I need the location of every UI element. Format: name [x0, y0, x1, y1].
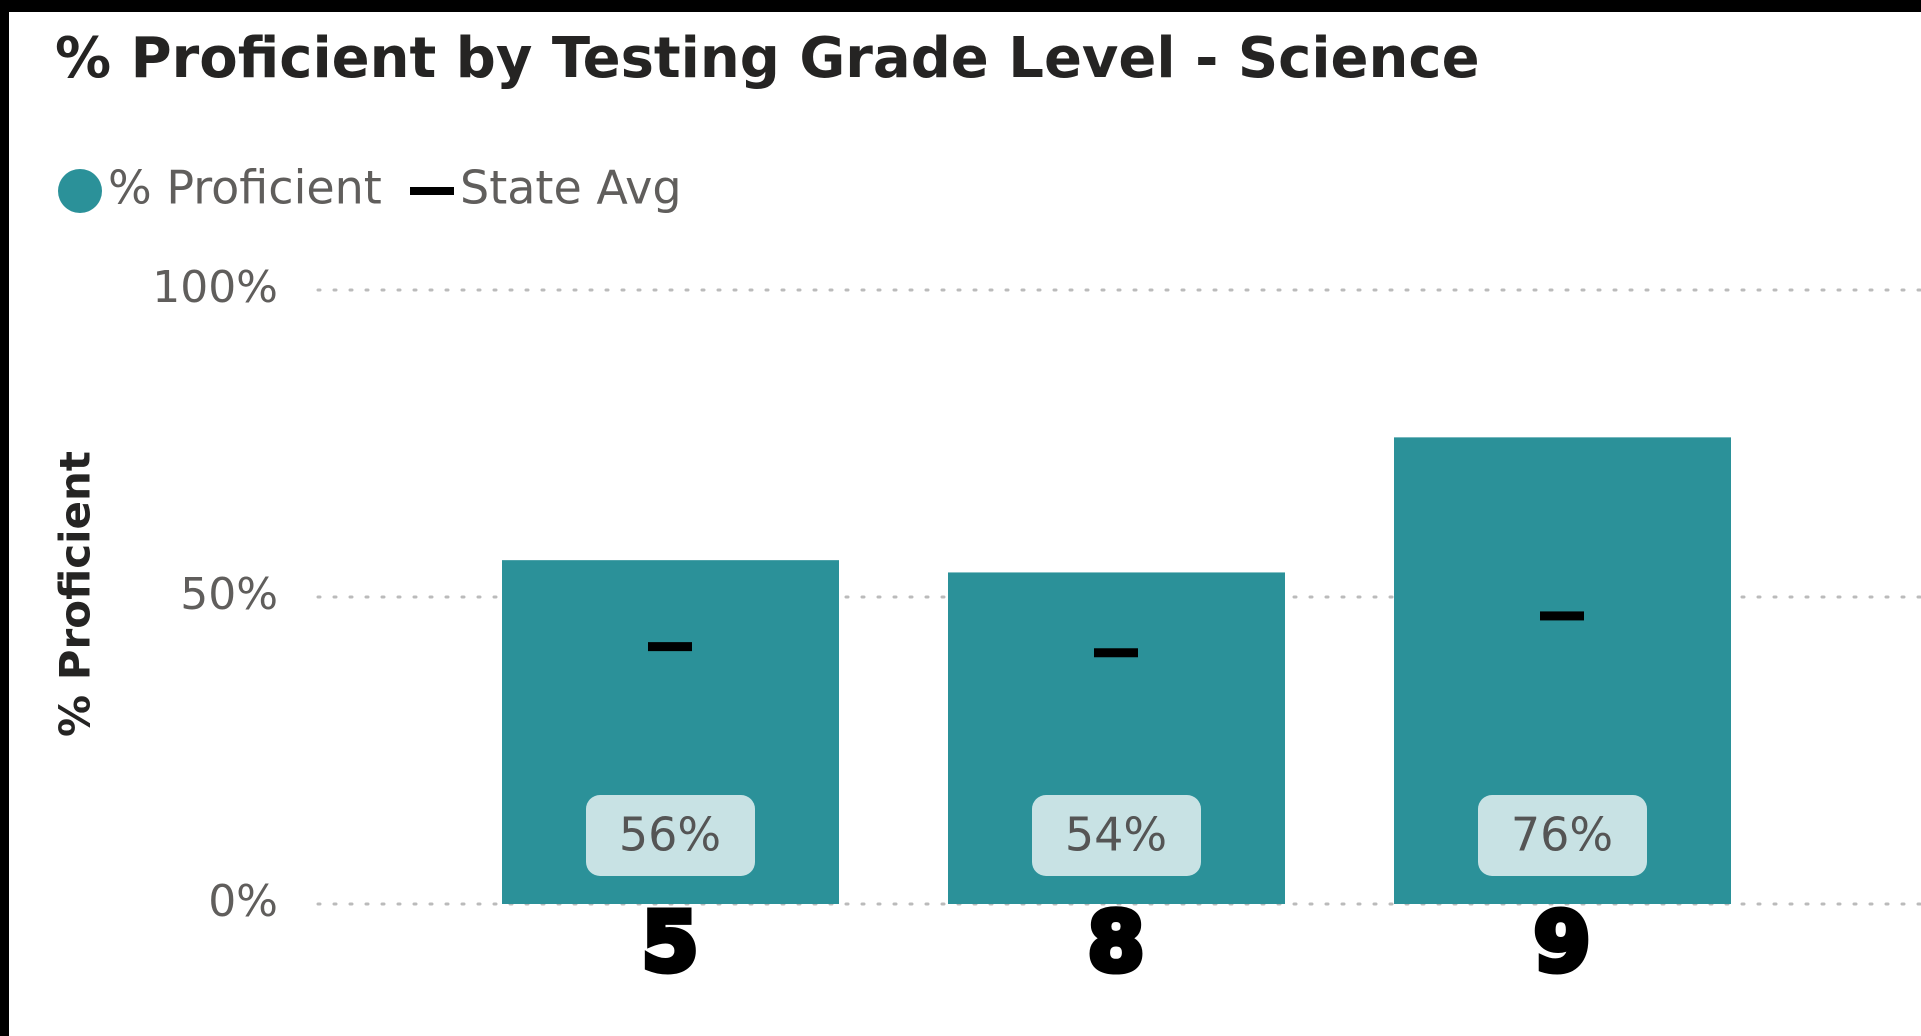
chart-title: % Proficient by Testing Grade Level - Sc…	[55, 26, 1480, 91]
y-tick-label: 50%	[180, 569, 278, 620]
legend-swatch	[58, 169, 102, 213]
state-avg-marker	[1540, 611, 1584, 621]
y-tick-label: 0%	[208, 876, 278, 927]
legend-label: State Avg	[460, 161, 682, 215]
y-axis-title: % Proficient	[51, 451, 100, 737]
value-label-box	[1032, 795, 1201, 876]
x-tick-label: 8	[1087, 895, 1144, 990]
value-label: 76%	[1511, 808, 1613, 862]
value-label: 56%	[619, 808, 721, 862]
value-label-box	[1478, 795, 1647, 876]
value-label: 54%	[1065, 808, 1167, 862]
x-tick-label: 9	[1533, 895, 1590, 990]
legend-swatch	[410, 187, 454, 195]
x-tick-label: 5	[641, 895, 698, 990]
state-avg-marker	[1094, 648, 1138, 658]
state-avg-marker	[648, 642, 692, 652]
y-tick-label: 100%	[152, 262, 278, 313]
legend-label: % Proficient	[108, 161, 382, 215]
value-label-box	[586, 795, 755, 876]
